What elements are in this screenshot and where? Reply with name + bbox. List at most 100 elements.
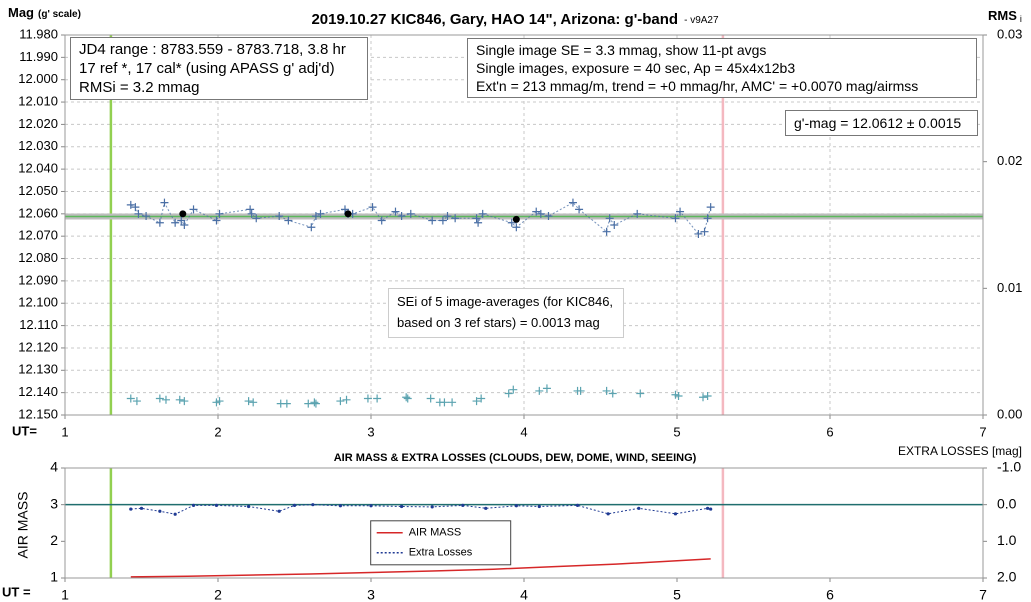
point	[369, 504, 373, 508]
x-tick-label: 3	[367, 424, 374, 439]
point	[443, 212, 452, 221]
point	[277, 509, 281, 513]
point	[180, 221, 189, 229]
point	[703, 392, 712, 400]
point	[126, 394, 135, 403]
point	[161, 395, 170, 404]
point	[709, 507, 713, 511]
y-axis-label: Mag	[8, 5, 34, 20]
point	[512, 223, 521, 232]
y2-axis-sub: i	[1020, 14, 1022, 24]
y-tick-label: 12.000	[18, 71, 58, 86]
point	[191, 503, 196, 507]
point	[700, 227, 709, 236]
x-axis-label: UT=	[12, 423, 37, 438]
point	[430, 505, 434, 509]
point	[311, 212, 320, 221]
y-axis-note: (g' scale)	[38, 9, 81, 20]
point	[535, 386, 544, 395]
point	[703, 214, 712, 223]
y-tick-label: 4	[50, 459, 58, 475]
point	[403, 394, 412, 403]
point	[160, 198, 169, 207]
point	[215, 397, 224, 406]
annotation-line: Single images, exposure = 40 sec, Ap = 4…	[476, 60, 796, 76]
x-tick-label: 6	[826, 424, 833, 439]
point	[610, 221, 619, 229]
y-tick-label: 12.020	[18, 116, 58, 131]
annotation-line: RMSi = 3.2 mmag	[79, 79, 200, 96]
point	[694, 229, 703, 238]
point	[537, 504, 541, 509]
point	[155, 218, 164, 227]
x-tick-label: 7	[979, 587, 987, 602]
point	[316, 209, 325, 218]
chart-title: AIR MASS & EXTRA LOSSES (CLOUDS, DEW, DO…	[334, 452, 697, 464]
point	[340, 205, 349, 214]
x-tick-label: 2	[214, 424, 221, 439]
y2-tick-label: 0.0	[997, 495, 1017, 511]
y-axis-label: AIR MASS	[15, 492, 31, 559]
point	[249, 398, 258, 407]
y-tick-label: 12.130	[18, 362, 58, 377]
annotation-box: Single image SE = 3.3 mmag, show 11-pt a…	[467, 38, 977, 98]
annotation-line: SEi of 5 image-averages (for KIC846,	[397, 294, 614, 309]
point	[397, 212, 406, 221]
x-tick-label: 2	[214, 587, 222, 602]
y2-tick-label: 2.0	[997, 569, 1017, 585]
point	[478, 209, 487, 218]
annotation-line: based on 3 ref stars) = 0.0013 mag	[397, 315, 600, 330]
x-tick-label: 4	[520, 587, 528, 602]
point	[507, 218, 516, 227]
y-tick-label: 12.140	[18, 384, 58, 399]
plot-frame	[64, 34, 984, 416]
point	[373, 394, 382, 403]
y-tick-label: 1	[50, 569, 58, 585]
chart-title-group: 2019.10.27 KIC846, Gary, HAO 14", Arizon…	[311, 11, 719, 28]
chart-version: - v9A27	[684, 15, 719, 26]
point	[363, 394, 372, 403]
x-tick-label: 6	[826, 587, 834, 602]
y-tick-label: 11.980	[19, 26, 58, 41]
point	[142, 212, 151, 221]
x-tick-label: 4	[520, 424, 527, 439]
y-tick-label: 12.090	[18, 272, 58, 287]
point	[177, 216, 186, 225]
point	[134, 209, 143, 218]
y-tick-label: 12.050	[18, 183, 58, 198]
point	[307, 223, 316, 232]
y2-axis-label: RMS	[988, 8, 1017, 23]
annotation-box: g'-mag = 12.0612 ± 0.0015	[785, 110, 978, 136]
point	[338, 504, 342, 508]
point	[400, 504, 404, 509]
point	[175, 395, 184, 404]
point	[179, 210, 187, 218]
y-tick-label: 11.990	[19, 49, 58, 64]
annotation-line: JD4 range : 8783.559 - 8783.718, 3.8 hr	[79, 41, 346, 58]
y-axis-label-group: Mag (g' scale)	[8, 5, 81, 20]
annotation-line: g'-mag = 12.0612 ± 0.0015	[794, 115, 962, 131]
point	[252, 214, 261, 223]
x-axis-label: UT =	[2, 584, 31, 599]
point	[676, 207, 685, 216]
point	[247, 504, 251, 509]
y-tick-label: 12.080	[18, 250, 58, 265]
point	[438, 216, 447, 225]
point	[474, 218, 483, 227]
y-tick-label: 12.070	[18, 228, 58, 243]
point	[171, 218, 180, 227]
point	[472, 214, 481, 223]
point	[180, 397, 189, 406]
point	[406, 209, 415, 218]
point	[402, 393, 411, 402]
point	[214, 503, 219, 507]
point	[575, 503, 580, 507]
series-line	[130, 504, 711, 515]
point	[605, 214, 614, 223]
annotation-line: Ext'n = 213 mmag/m, trend = +0 mmag/hr, …	[476, 78, 919, 94]
y-tick-label: 3	[50, 495, 58, 511]
point	[706, 506, 710, 510]
point	[368, 203, 377, 212]
y2-tick-label: 0.00	[997, 406, 1022, 421]
